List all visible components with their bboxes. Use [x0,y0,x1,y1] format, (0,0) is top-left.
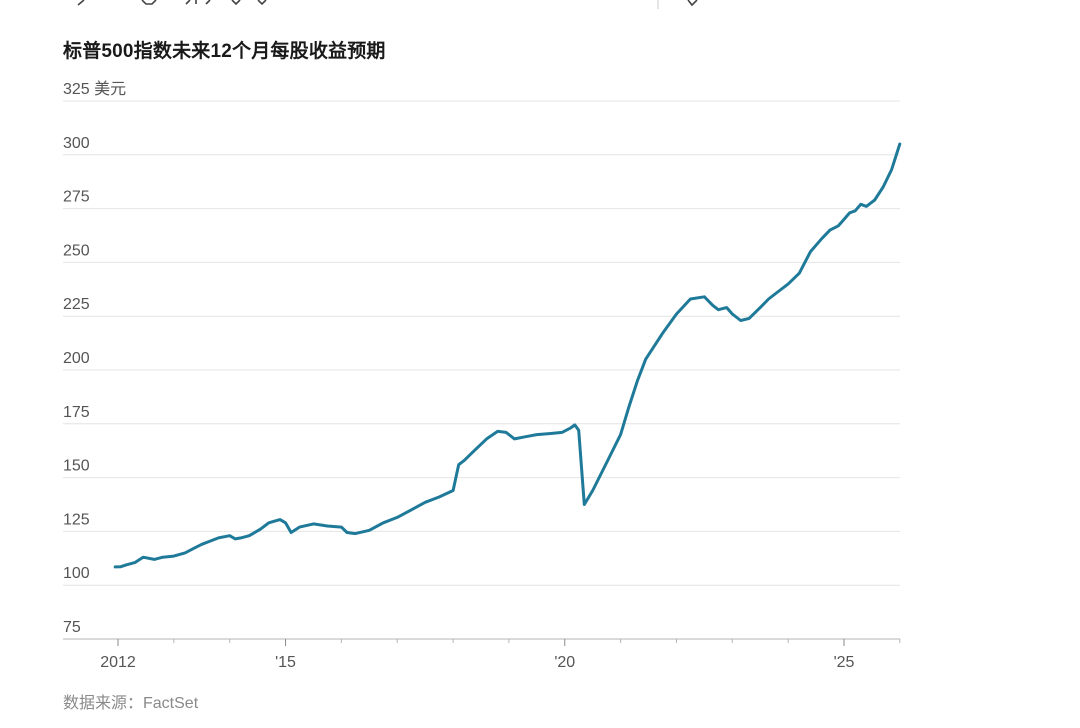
back-chevron-icon[interactable] [77,0,85,6]
x-tick-label-2025: '25 [834,654,855,671]
x-tick-label-2015: '15 [275,654,296,671]
source-note: 数据来源：FactSet [63,695,199,712]
y-tick-label-175: 175 [63,404,90,421]
y-axis-labels: 75 100 125 150 175 200 225 250 275 300 325 美元 [63,80,126,636]
y-tick-label-250: 250 [63,242,90,259]
toolbar-icon-2[interactable] [185,0,211,5]
y-tick-label-300: 300 [63,135,90,152]
toolbar-icon-3[interactable] [231,0,267,6]
x-axis-labels: 2012 '15 '20 '25 [100,654,854,671]
y-tick-label-275: 275 [63,189,90,206]
y-tick-label-100: 100 [63,565,90,582]
chart-title: 标普500指数未来12个月每股收益预期 [63,41,386,62]
x-tick-label-2012: 2012 [100,654,136,671]
series-line [113,142,902,569]
y-tick-label-150: 150 [63,458,90,475]
top-toolbar-fragment [77,0,698,9]
toolbar-icon-4[interactable] [687,0,698,7]
toolbar-icon-1[interactable] [141,0,157,5]
y-tick-label-75: 75 [63,619,81,636]
y-tick-label-200: 200 [63,350,90,367]
y-tick-label-125: 125 [63,511,90,528]
y-tick-label-325: 325 美元 [63,80,126,98]
x-tick-label-2020: '20 [554,654,575,671]
x-axis [63,638,901,646]
y-tick-label-225: 225 [63,296,90,313]
grid-lines [63,100,900,586]
